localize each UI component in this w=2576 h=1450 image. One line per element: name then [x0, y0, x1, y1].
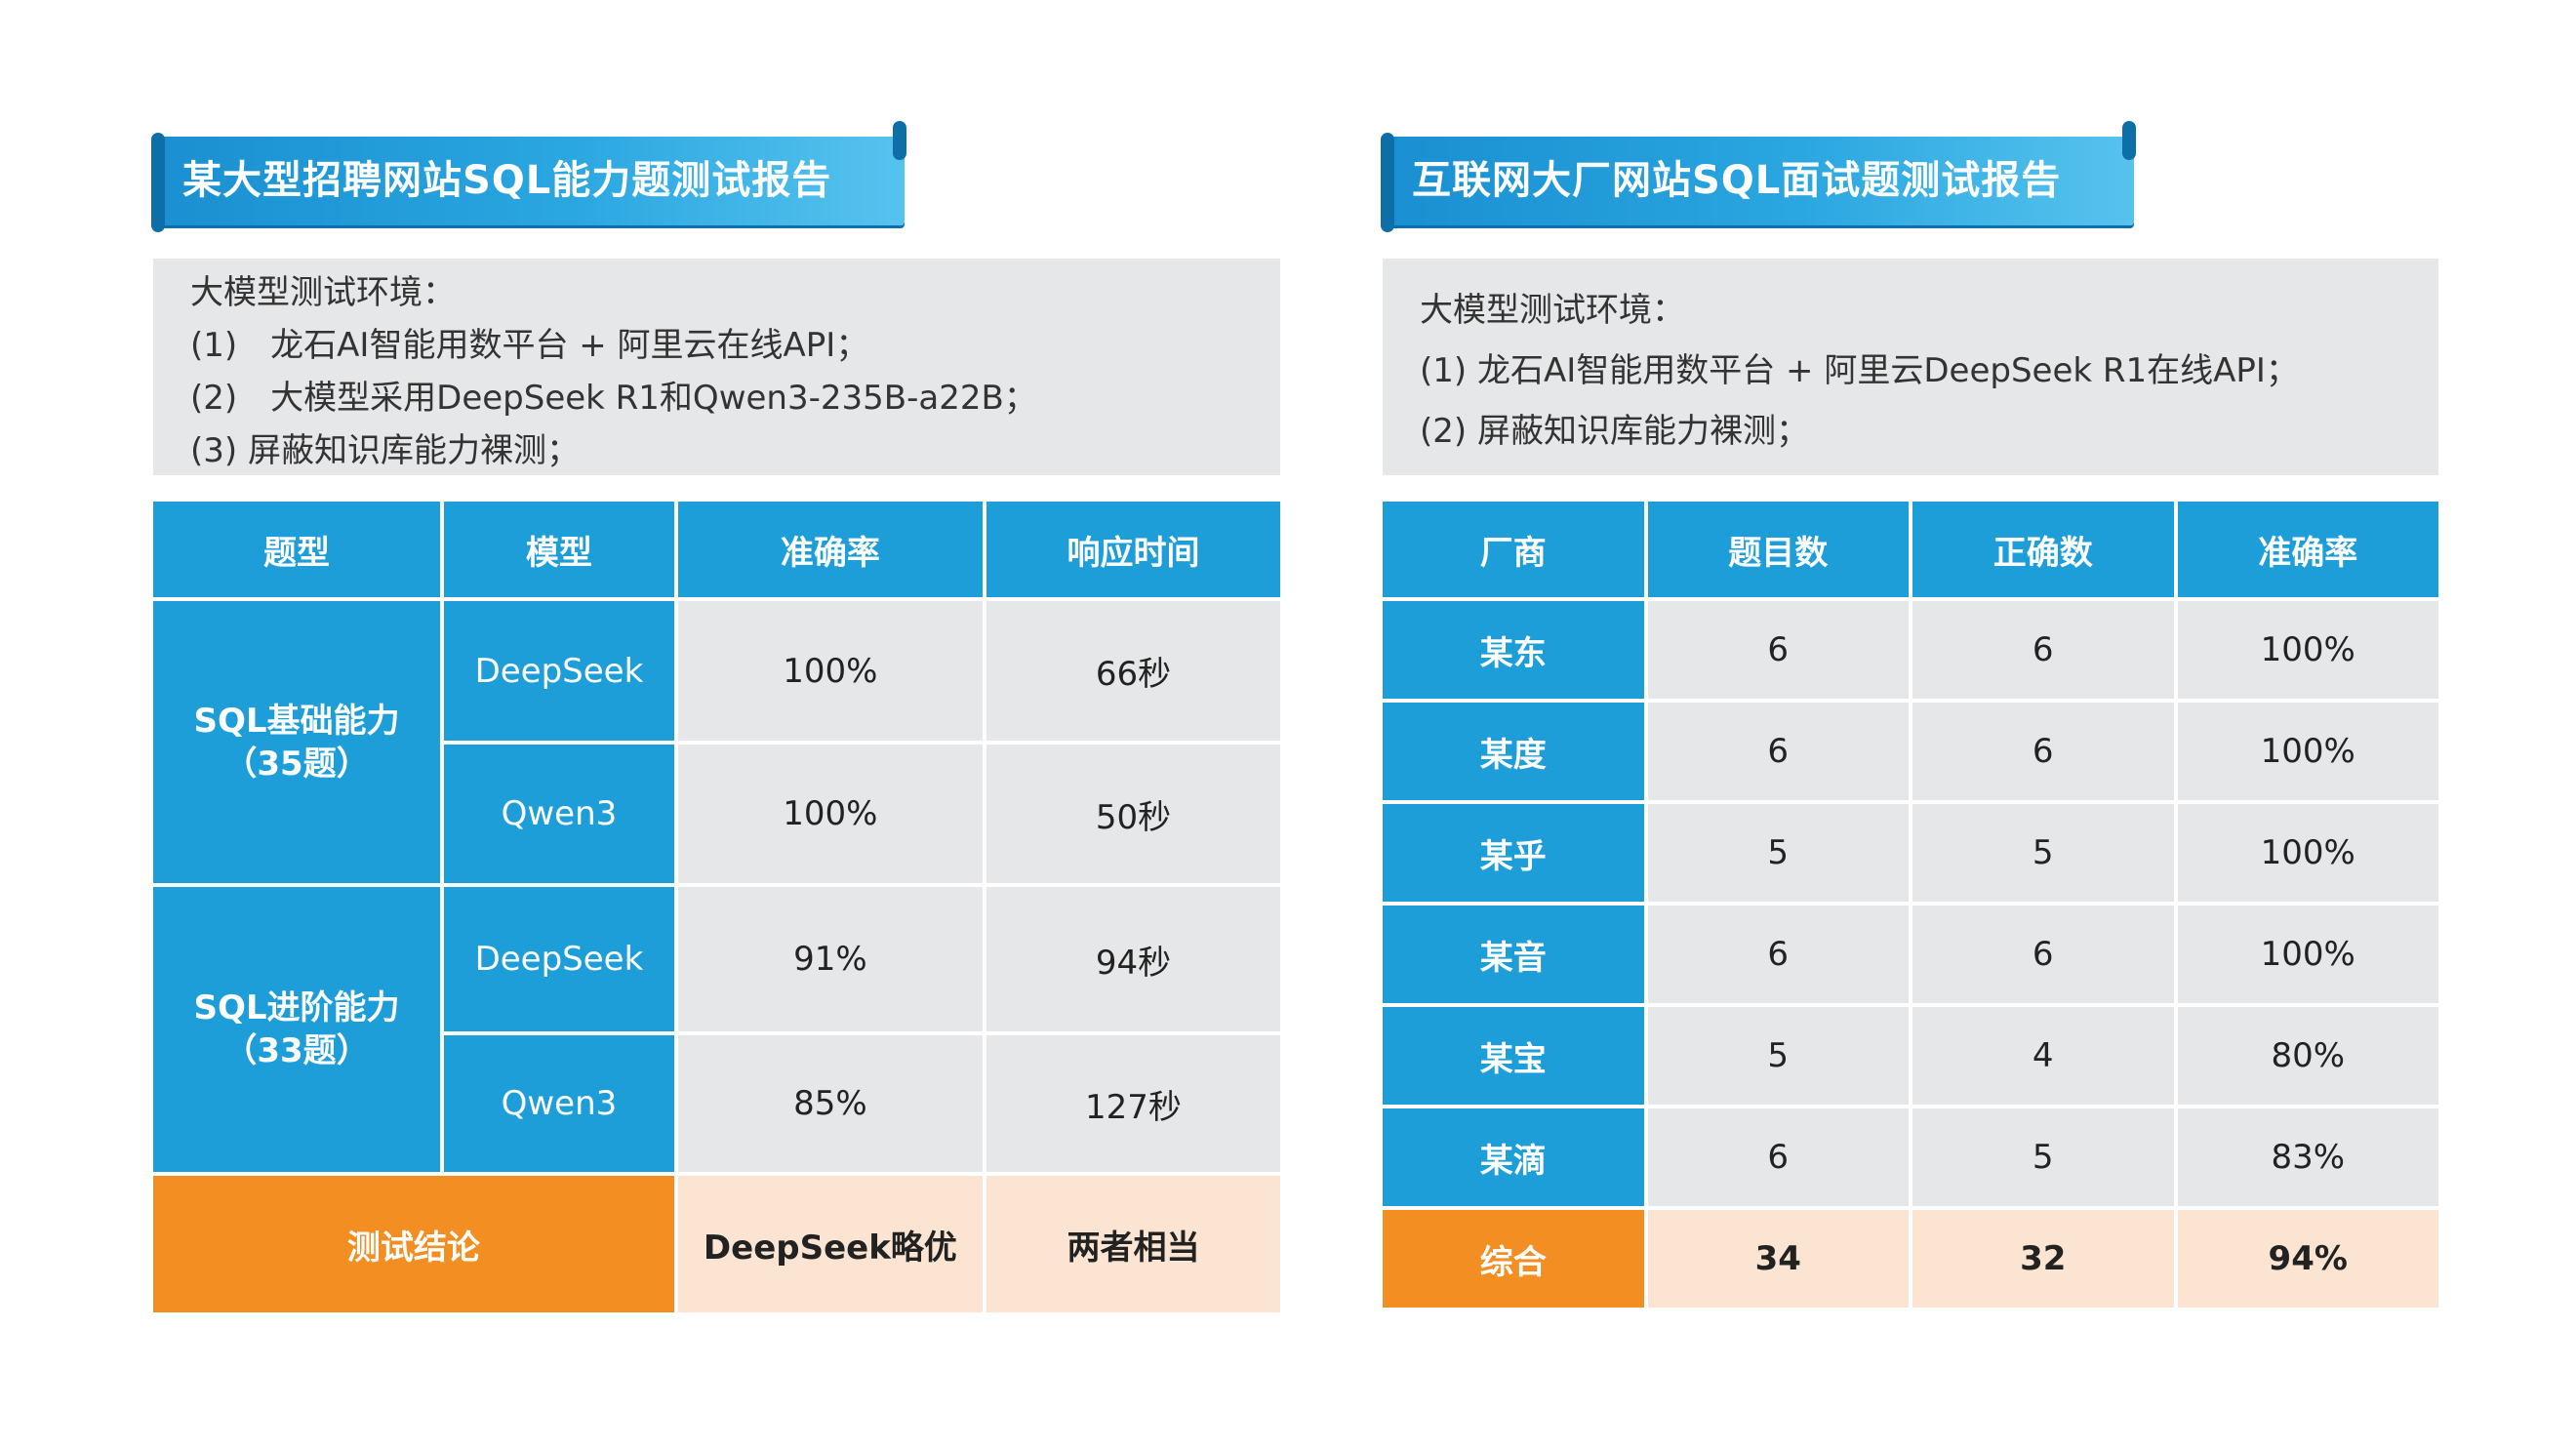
- right-env-line: (2) 屏蔽知识库能力裸测；: [1420, 412, 1809, 451]
- header-cell: 模型: [444, 502, 674, 597]
- vendor-cell: 某滴: [1383, 1108, 1644, 1206]
- header-cell: 正确数: [1912, 502, 2174, 597]
- total-cell: 6: [1647, 1108, 1909, 1206]
- correct-cell: 5: [1912, 1108, 2174, 1206]
- table-row: 某滴 6 5 83%: [1383, 1108, 2438, 1206]
- accuracy-cell: 91%: [677, 887, 983, 1031]
- table-row: 某音 6 6 100%: [1383, 906, 2438, 1003]
- vendor-cell: 某乎: [1383, 804, 1644, 902]
- table-header-row: 题型 模型 准确率 响应时间: [153, 502, 1280, 597]
- left-env-box: 大模型测试环境： (1) 龙石AI智能用数平台 + 阿里云在线API； (2) …: [153, 259, 1280, 475]
- category-count: （35题）: [223, 744, 370, 784]
- accuracy-cell: 100%: [2177, 601, 2438, 699]
- table-row: 某东 6 6 100%: [1383, 601, 2438, 699]
- right-env-box: 大模型测试环境： (1) 龙石AI智能用数平台 + 阿里云DeepSeek R1…: [1383, 259, 2438, 475]
- conclusion-time: 两者相当: [986, 1176, 1280, 1312]
- time-cell: 50秒: [986, 745, 1280, 883]
- accuracy-cell: 100%: [2177, 804, 2438, 902]
- left-report-title: 某大型招聘网站SQL能力题测试报告: [182, 158, 832, 203]
- total-cell: 6: [1647, 703, 1909, 800]
- category-count: （33题）: [223, 1031, 370, 1070]
- right-env-line: (1) 龙石AI智能用数平台 + 阿里云DeepSeek R1在线API；: [1420, 351, 2299, 390]
- total-cell: 5: [1647, 1007, 1909, 1105]
- table-row: 某宝 5 4 80%: [1383, 1007, 2438, 1105]
- model-cell: DeepSeek: [444, 887, 674, 1031]
- table-header-row: 厂商 题目数 正确数 准确率: [1383, 502, 2438, 597]
- vendor-cell: 某度: [1383, 703, 1644, 800]
- header-cell: 题目数: [1647, 502, 1909, 597]
- header-cell: 题型: [153, 502, 441, 597]
- conclusion-label: 测试结论: [153, 1176, 674, 1312]
- accuracy-cell: 100%: [677, 745, 983, 883]
- left-env-line: (3) 屏蔽知识库能力裸测；: [190, 431, 580, 470]
- right-env-heading: 大模型测试环境：: [1420, 291, 1685, 330]
- left-env-line: (1) 龙石AI智能用数平台 + 阿里云在线API；: [190, 326, 869, 365]
- category-name: SQL进阶能力: [193, 988, 400, 1027]
- table-row: Qwen3 100% 50秒: [153, 745, 1280, 883]
- accuracy-cell: 100%: [2177, 906, 2438, 1003]
- table-row: SQL进阶能力 （33题） DeepSeek 91% 94秒: [153, 887, 1280, 1172]
- accuracy-cell: 100%: [677, 601, 983, 741]
- total-cell: 6: [1647, 601, 1909, 699]
- left-title-banner: 某大型招聘网站SQL能力题测试报告: [151, 121, 906, 232]
- accuracy-cell: 83%: [2177, 1108, 2438, 1206]
- vendor-cell: 某东: [1383, 601, 1644, 699]
- conclusion-accuracy: DeepSeek略优: [677, 1176, 983, 1312]
- summary-row: 综合 34 32 94%: [1383, 1210, 2438, 1308]
- summary-label: 综合: [1383, 1210, 1644, 1308]
- correct-cell: 6: [1912, 906, 2174, 1003]
- right-results-table: 厂商 题目数 正确数 准确率 某东 6 6 100% 某度 6 6 100% 某…: [1379, 498, 2442, 1311]
- header-cell: 响应时间: [986, 502, 1280, 597]
- right-report-title: 互联网大厂网站SQL面试题测试报告: [1412, 158, 2062, 203]
- table-row: SQL基础能力 （35题） DeepSeek 100% 66秒: [153, 601, 1280, 883]
- conclusion-row: 测试结论 DeepSeek略优 两者相当: [153, 1176, 1280, 1312]
- summary-correct: 32: [1912, 1210, 2174, 1308]
- vendor-cell: 某音: [1383, 906, 1644, 1003]
- right-title-banner: 互联网大厂网站SQL面试题测试报告: [1381, 121, 2136, 232]
- accuracy-cell: 100%: [2177, 703, 2438, 800]
- left-env-heading: 大模型测试环境：: [190, 273, 456, 312]
- time-cell: 94秒: [986, 887, 1280, 1031]
- summary-accuracy: 94%: [2177, 1210, 2438, 1308]
- category-name: SQL基础能力: [193, 701, 400, 741]
- table-row: Qwen3 85% 127秒: [153, 1035, 1280, 1172]
- category-cell: SQL基础能力 （35题）: [153, 601, 441, 883]
- model-cell: Qwen3: [444, 745, 674, 883]
- vendor-cell: 某宝: [1383, 1007, 1644, 1105]
- correct-cell: 4: [1912, 1007, 2174, 1105]
- header-cell: 准确率: [677, 502, 983, 597]
- table-row: 某乎 5 5 100%: [1383, 804, 2438, 902]
- table-row: 某度 6 6 100%: [1383, 703, 2438, 800]
- accuracy-cell: 80%: [2177, 1007, 2438, 1105]
- header-cell: 准确率: [2177, 502, 2438, 597]
- left-env-line: (2) 大模型采用DeepSeek R1和Qwen3-235B-a22B；: [190, 379, 1037, 418]
- total-cell: 6: [1647, 906, 1909, 1003]
- correct-cell: 6: [1912, 601, 2174, 699]
- correct-cell: 5: [1912, 804, 2174, 902]
- category-cell: SQL进阶能力 （33题）: [153, 887, 441, 1172]
- accuracy-cell: 85%: [677, 1035, 983, 1172]
- header-cell: 厂商: [1383, 502, 1644, 597]
- correct-cell: 6: [1912, 703, 2174, 800]
- summary-total: 34: [1647, 1210, 1909, 1308]
- model-cell: Qwen3: [444, 1035, 674, 1172]
- left-results-table: 题型 模型 准确率 响应时间 SQL基础能力 （35题） DeepSeek 10…: [149, 498, 1284, 1316]
- time-cell: 66秒: [986, 601, 1280, 741]
- model-cell: DeepSeek: [444, 601, 674, 741]
- time-cell: 127秒: [986, 1035, 1280, 1172]
- total-cell: 5: [1647, 804, 1909, 902]
